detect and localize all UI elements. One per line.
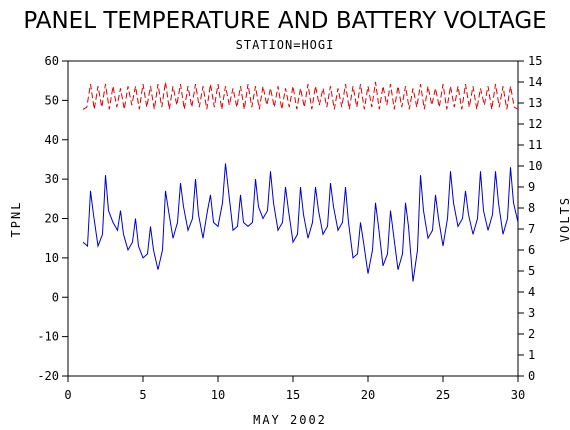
voltage-series-line xyxy=(82,81,519,110)
y-right-tick-label: 0 xyxy=(528,369,535,383)
y-right-tick-label: 2 xyxy=(528,327,535,341)
chart-subtitle: STATION=HOGI xyxy=(236,38,335,52)
y-left-tick-label: -10 xyxy=(37,330,59,344)
x-tick-label: 15 xyxy=(286,388,300,402)
x-tick-label: 30 xyxy=(511,388,525,402)
y-right-tick-label: 3 xyxy=(528,306,535,320)
y-right-tick-label: 4 xyxy=(528,285,535,299)
y-left-tick-label: 40 xyxy=(45,133,59,147)
y-right-tick-label: 8 xyxy=(528,201,535,215)
y-right-tick-label: 5 xyxy=(528,264,535,278)
x-tick-label: 5 xyxy=(139,388,146,402)
y-left-tick-label: 60 xyxy=(45,54,59,68)
y-right-tick-label: 9 xyxy=(528,180,535,194)
y-right-tick-label: 13 xyxy=(528,96,542,110)
y-axis-label-right: VOLTS xyxy=(558,196,570,242)
x-tick-label: 25 xyxy=(436,388,450,402)
y-right-tick-label: 10 xyxy=(528,159,542,173)
y-left-tick-label: -20 xyxy=(37,369,59,383)
y-right-tick-label: 12 xyxy=(528,117,542,131)
y-right-tick-label: 11 xyxy=(528,138,542,152)
y-right-tick-label: 15 xyxy=(528,54,542,68)
y-axis-label-left: TPNL xyxy=(9,201,23,238)
y-right-tick-label: 1 xyxy=(528,348,535,362)
y-left-tick-label: 10 xyxy=(45,251,59,265)
x-tick-label: 10 xyxy=(211,388,225,402)
x-tick-label: 20 xyxy=(361,388,375,402)
y-right-tick-label: 6 xyxy=(528,243,535,257)
series-layer xyxy=(82,81,519,282)
temperature-series-line xyxy=(82,163,519,282)
y-left-tick-label: 20 xyxy=(45,212,59,226)
x-tick-label: 0 xyxy=(64,388,71,402)
axis-ticks: 0 5 10 15 20 25 30-20-100102030405060012345678… xyxy=(37,54,542,402)
chart-title: PANEL TEMPERATURE AND BATTERY VOLTAGE xyxy=(23,8,546,34)
y-left-tick-label: 50 xyxy=(45,93,59,107)
y-left-tick-label: 0 xyxy=(52,290,59,304)
y-left-tick-label: 30 xyxy=(45,172,59,186)
y-right-tick-label: 14 xyxy=(528,75,542,89)
x-axis-label: MAY 2002 xyxy=(253,413,327,427)
y-right-tick-label: 7 xyxy=(528,222,535,236)
